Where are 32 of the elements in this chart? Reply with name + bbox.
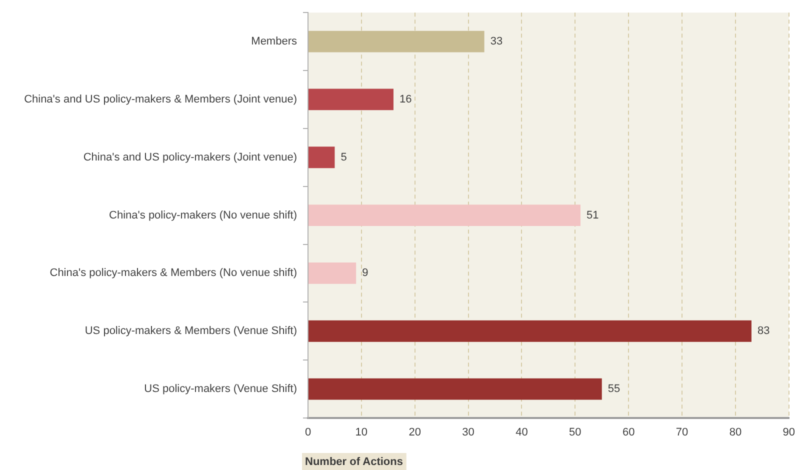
data-label: 16 [399, 94, 412, 106]
bar [308, 378, 602, 400]
y-tick-label: US policy-makers (Venue Shift) [144, 383, 297, 396]
data-label: 33 [490, 36, 503, 48]
bar [308, 146, 335, 168]
x-axis-title: Number of Actions [305, 456, 403, 468]
x-tick-label: 50 [569, 426, 582, 439]
bar [308, 204, 580, 226]
bar [308, 320, 752, 342]
data-label: 55 [608, 383, 620, 396]
x-tick-label: 0 [304, 426, 312, 439]
x-tick-label: 60 [622, 426, 635, 439]
y-tick-label: China's and US policy-makers (Joint venue) [83, 151, 297, 164]
x-tick-label: 30 [462, 426, 474, 439]
y-tick-label: US policy-makers & Members (Venue Shift) [84, 325, 297, 338]
y-tick-label: China's policy-makers (No venue shift) [109, 209, 297, 222]
x-tick-label: 40 [516, 426, 528, 439]
x-tick-label: 70 [676, 426, 688, 439]
y-tick-label: Members [251, 36, 298, 48]
bar [308, 88, 394, 110]
x-tick-label: 20 [408, 426, 421, 439]
y-tick-label: China's policy-makers & Members (No venue shift) [50, 267, 297, 280]
x-tick-label: 10 [355, 426, 368, 439]
data-label: 9 [362, 267, 368, 280]
data-label: 83 [757, 325, 770, 338]
bar [308, 30, 484, 52]
y-tick-label: China's and US policy-makers & Members (Joint venue) [24, 94, 297, 106]
data-label: 5 [340, 151, 347, 164]
data-label: 51 [586, 209, 599, 222]
x-tick-label: 80 [729, 426, 742, 439]
x-tick-label: 90 [782, 426, 796, 439]
bar [308, 262, 356, 284]
